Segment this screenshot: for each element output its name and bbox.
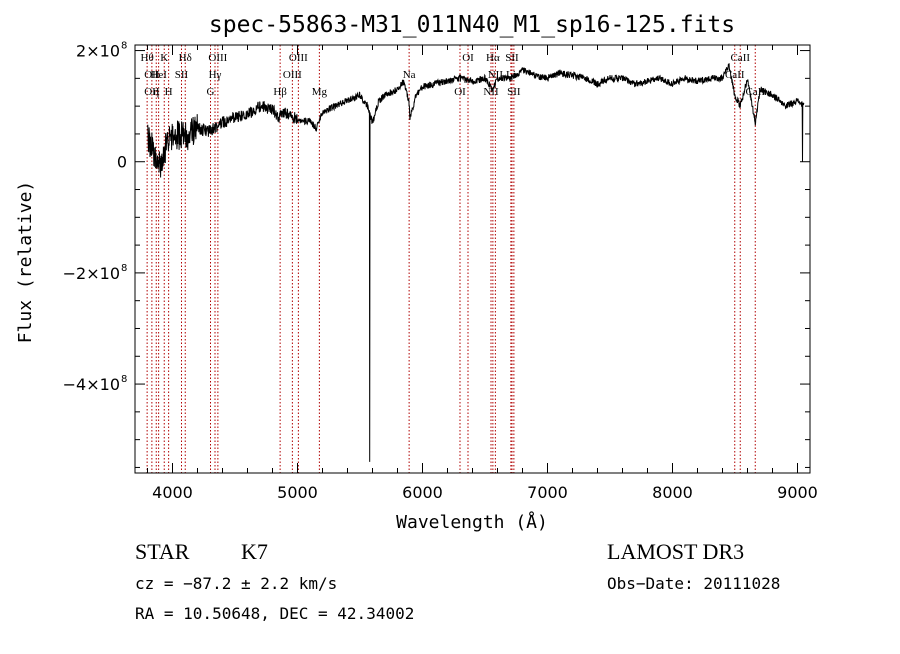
line-label-oii: OII — [144, 69, 160, 81]
x-tick-label-5000: 5000 — [277, 483, 318, 502]
line-marker-layer — [146, 45, 756, 473]
x-tick-label-4000: 4000 — [152, 483, 193, 502]
line-label-oiii: OIII — [283, 69, 302, 81]
y-tick-label--400: −4×10 — [63, 375, 120, 394]
line-label-oiii: OIII — [208, 52, 227, 64]
y-tick-exponent: 8 — [121, 374, 127, 385]
line-label-nii: NII — [483, 86, 499, 98]
line-label-caii: CaII — [730, 52, 750, 64]
x-axis-label: Wavelength (Å) — [396, 511, 548, 533]
tick-layer: 4000 5000 6000 7000 8000 9000−4×10 8−2×10 802×1… — [63, 41, 818, 502]
y-tick-exponent: 8 — [121, 263, 127, 274]
spectrum-line — [147, 63, 805, 462]
line-label-h: H — [165, 86, 173, 98]
x-tick-label-7000: 7000 — [527, 483, 568, 502]
line-label-hθ: Hθ — [141, 52, 154, 64]
line-label-oi: OI — [462, 52, 474, 64]
line-label-hγ: Hγ — [209, 69, 222, 81]
line-label-hei: HeI — [150, 69, 167, 81]
line-label-sii: SII — [175, 69, 189, 81]
y-tick-exponent: 8 — [121, 41, 127, 52]
y-tick-label--200: −2×10 — [63, 264, 120, 283]
spectrum-layer — [147, 63, 805, 462]
line-label-sii: SII — [505, 52, 519, 64]
y-tick-label-200: 2×10 — [76, 42, 120, 61]
redshift-velocity: cz = −87.2 ± 2.2 km/s — [135, 574, 337, 593]
line-label-nii: NII — [488, 69, 504, 81]
chart-title: spec-55863-M31_011N40_M1_sp16-125.fits — [209, 12, 735, 38]
line-label-oiii: OIII — [289, 52, 308, 64]
line-label-sii: SII — [507, 86, 521, 98]
y-tick-label-0: 0 — [117, 153, 127, 172]
line-label-oii: OII — [144, 86, 160, 98]
line-label-layer: HθOIIOIIηHeIKHSIIHδGHγOIIIHβOIIIOIIIMgNa… — [141, 52, 766, 98]
spectral-subclass: K7 — [241, 539, 268, 564]
line-label-k: K — [160, 52, 168, 64]
observation-date: Obs−Date: 20111028 — [607, 574, 780, 593]
x-tick-label-8000: 8000 — [652, 483, 693, 502]
spectral-class: STAR — [135, 539, 190, 564]
survey-name: LAMOST DR3 — [607, 539, 744, 564]
plot-frame — [134, 44, 811, 474]
line-label-oi: OI — [454, 86, 466, 98]
line-label-caii: CaII — [745, 86, 765, 98]
line-label-na: Na — [403, 69, 416, 81]
line-label-caii: CaII — [725, 69, 745, 81]
line-label-hδ: Hδ — [179, 52, 192, 64]
line-label-li: Li — [506, 69, 516, 81]
line-label-η: η — [153, 86, 159, 98]
x-tick-label-6000: 6000 — [402, 483, 443, 502]
line-label-g: G — [207, 86, 215, 98]
line-label-hα: Hα — [486, 52, 500, 64]
x-tick-label-9000: 9000 — [777, 483, 818, 502]
sky-coordinates: RA = 10.50648, DEC = 42.34002 — [135, 604, 414, 623]
line-label-hβ: Hβ — [273, 86, 287, 98]
line-label-mg: Mg — [312, 86, 328, 98]
y-axis-label: Flux (relative) — [15, 181, 36, 344]
